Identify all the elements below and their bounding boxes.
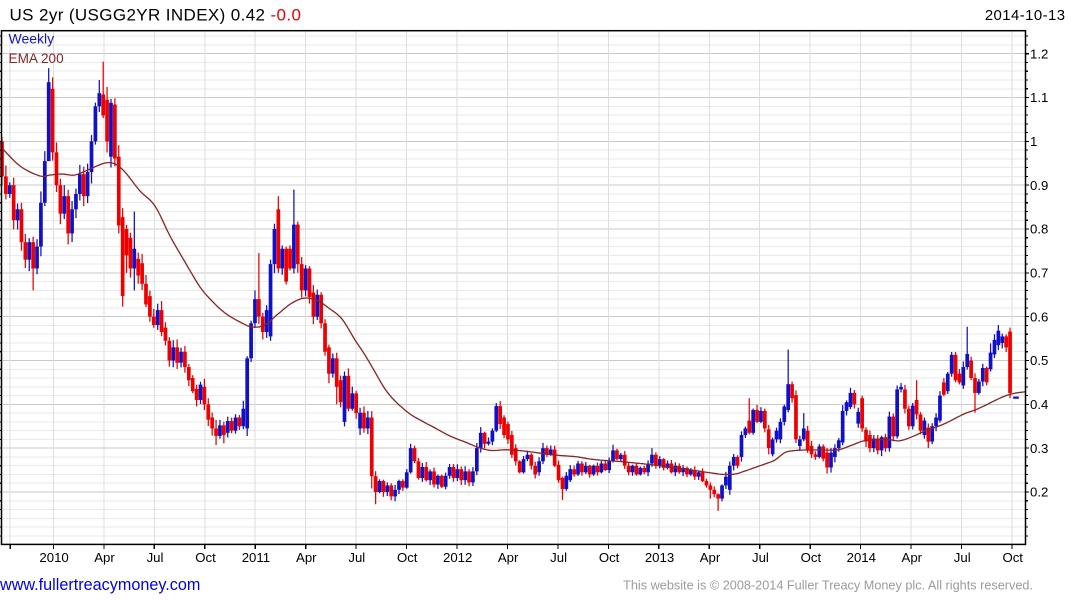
svg-text:Apr: Apr (296, 550, 317, 565)
svg-text:Weekly: Weekly (9, 31, 55, 47)
svg-text:Jul: Jul (752, 550, 769, 565)
svg-text:Apr: Apr (94, 550, 115, 565)
svg-text:www.fullertreacymoney.com: www.fullertreacymoney.com (0, 576, 200, 594)
svg-text:Jul: Jul (954, 550, 971, 565)
svg-text:1.1: 1.1 (1030, 90, 1048, 105)
svg-text:2010: 2010 (39, 550, 68, 565)
svg-text:EMA 200: EMA 200 (9, 51, 65, 66)
svg-text:0.7: 0.7 (1030, 266, 1048, 281)
svg-text:Apr: Apr (700, 550, 721, 565)
svg-text:2013: 2013 (645, 550, 674, 565)
svg-text:1.2: 1.2 (1030, 46, 1048, 61)
svg-text:0.8: 0.8 (1030, 222, 1048, 237)
svg-text:Oct: Oct (599, 550, 620, 565)
svg-text:2011: 2011 (242, 550, 270, 565)
svg-text:0.9: 0.9 (1030, 178, 1048, 193)
svg-text:Jul: Jul (348, 550, 365, 565)
svg-text:Oct: Oct (397, 550, 418, 565)
svg-text:Apr: Apr (498, 550, 519, 565)
svg-text:0.3: 0.3 (1030, 441, 1048, 456)
svg-text:0.2: 0.2 (1030, 485, 1048, 500)
svg-text:Apr: Apr (902, 550, 923, 565)
svg-text:2014: 2014 (847, 550, 876, 565)
svg-text:Oct: Oct (801, 550, 822, 565)
svg-text:0.6: 0.6 (1030, 309, 1048, 324)
svg-text:Jul: Jul (147, 550, 164, 565)
svg-text:This website is © 2008-2014 Fu: This website is © 2008-2014 Fuller Treac… (623, 579, 1033, 593)
svg-text:Oct: Oct (1002, 550, 1023, 565)
svg-text:US 2yr (USGG2YR INDEX) 0.42 -0: US 2yr (USGG2YR INDEX) 0.42 -0.0 (10, 6, 302, 25)
svg-text:2012: 2012 (443, 550, 472, 565)
svg-text:0.4: 0.4 (1030, 397, 1048, 412)
svg-text:Jul: Jul (550, 550, 567, 565)
svg-text:1: 1 (1030, 134, 1037, 149)
svg-text:0.5: 0.5 (1030, 353, 1048, 368)
svg-text:Oct: Oct (195, 550, 216, 565)
svg-text:2014-10-13: 2014-10-13 (985, 8, 1066, 24)
